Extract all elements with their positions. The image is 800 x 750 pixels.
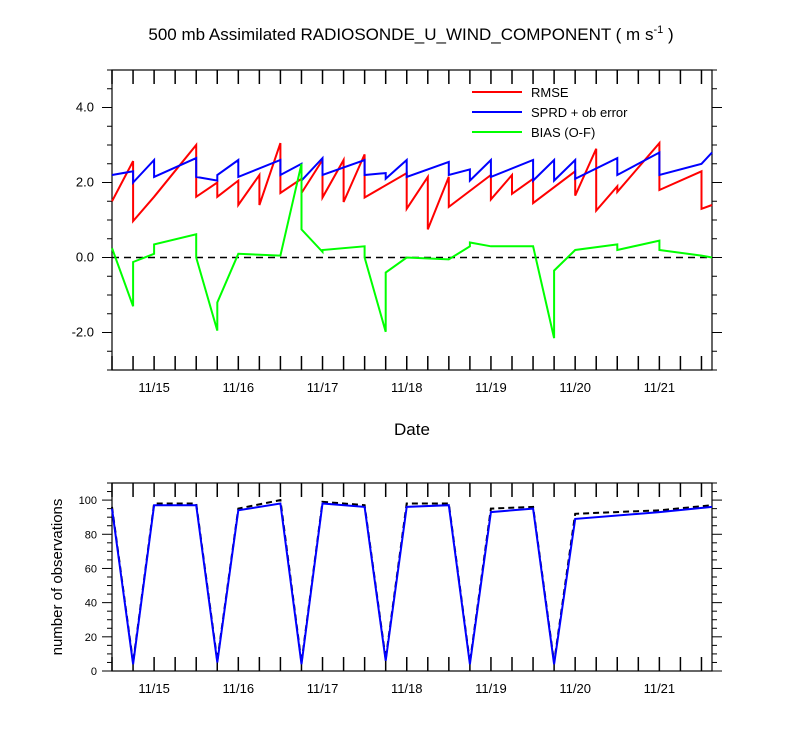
y-tick-label: 2.0 (76, 175, 94, 190)
y-tick-label: 60 (85, 563, 97, 575)
legend-label: BIAS (O-F) (531, 125, 595, 140)
x-tick-label: 11/21 (644, 681, 676, 696)
y-tick-label: 100 (79, 495, 97, 507)
x-tick-label: 11/17 (307, 380, 339, 395)
series-line-bias-o-f (111, 163, 713, 339)
y-tick-label: 0.0 (76, 250, 94, 265)
x-tick-label: 11/20 (559, 681, 591, 696)
x-tick-label: 11/21 (644, 380, 676, 395)
x-tick-label: 11/19 (475, 380, 507, 395)
x-tick-label: 11/15 (138, 681, 170, 696)
x-tick-label: 11/20 (559, 380, 591, 395)
chart-title: 500 mb Assimilated RADIOSONDE_U_WIND_COM… (148, 24, 673, 44)
x-tick-label: 11/18 (391, 380, 423, 395)
y-tick-label: 0 (91, 666, 97, 678)
bottom-plot-frame (111, 482, 713, 672)
series-line-sprd-ob-error (111, 150, 713, 186)
x-tick-label: 11/17 (307, 681, 339, 696)
top-legend: RMSE SPRD + ob error BIAS (O-F) (472, 85, 628, 140)
top-series-layer (111, 140, 713, 339)
y-axis-title-observations: number of observations (49, 499, 66, 656)
series-line-rmse (111, 140, 713, 230)
y-tick-label: 40 (85, 598, 97, 610)
x-tick-label: 11/18 (391, 681, 423, 696)
bottom-axis-ticks: 11/15 11/16 11/17 11/18 11/19 11/20 11/21 0 20 40… (79, 482, 722, 696)
x-tick-label: 11/15 (138, 380, 170, 395)
bottom-series-layer (111, 498, 713, 665)
series-line-assimilated (111, 502, 713, 665)
top-axis-ticks: 11/15 11/16 11/17 11/18 11/19 11/20 11/21 -2.0 0… (72, 69, 722, 395)
legend-label: SPRD + ob error (531, 105, 628, 120)
x-axis-title: Date (394, 420, 430, 439)
x-tick-label: 11/16 (223, 681, 255, 696)
y-tick-label: 80 (85, 529, 97, 541)
series-line-possible (111, 498, 713, 663)
y-tick-label: 4.0 (76, 100, 94, 115)
y-tick-label: -2.0 (72, 325, 94, 340)
x-tick-label: 11/16 (223, 380, 255, 395)
x-tick-label: 11/19 (475, 681, 507, 696)
y-tick-label: 20 (85, 632, 97, 644)
legend-label: RMSE (531, 85, 569, 100)
